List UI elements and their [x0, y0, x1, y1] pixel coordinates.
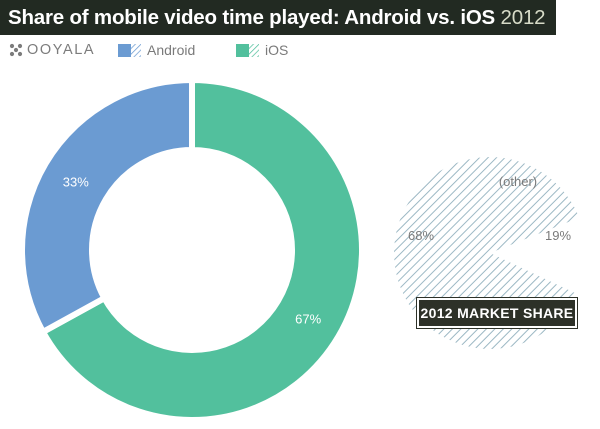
title-main: Share of mobile video time played: Andro…	[8, 6, 496, 29]
ooyala-logo: OOYALA	[8, 40, 95, 60]
ooyala-logo-icon	[9, 43, 23, 57]
chart-title: Share of mobile video time played: Andro…	[8, 4, 556, 31]
market-label-other: (other)	[499, 174, 537, 189]
legend-label-android: Android	[147, 42, 196, 58]
ooyala-logo-text: OOYALA	[27, 42, 96, 58]
legend-swatch-ios	[236, 43, 259, 57]
market-slice-19	[490, 157, 580, 253]
market-label-19: 19%	[545, 228, 571, 243]
legend-swatch-android	[118, 43, 141, 57]
donut-label-ios: 67%	[295, 312, 321, 327]
market-share-stamp: 2012 MARKET SHARE	[416, 297, 578, 329]
market-label-68: 68%	[408, 228, 434, 243]
donut-slice-android	[19, 76, 195, 336]
legend-item-android: Android	[118, 40, 195, 60]
donut-slice-ios	[38, 76, 365, 423]
title-bar: Share of mobile video time played: Andro…	[0, 0, 556, 35]
title-year: 2012	[500, 6, 546, 29]
donut-label-android: 33%	[63, 174, 89, 189]
legend-item-ios: iOS	[236, 40, 288, 60]
legend-label-ios: iOS	[265, 42, 289, 58]
donut-chart: 67% 33%	[19, 76, 365, 423]
market-share-title: 2012 MARKET SHARE	[420, 305, 574, 321]
